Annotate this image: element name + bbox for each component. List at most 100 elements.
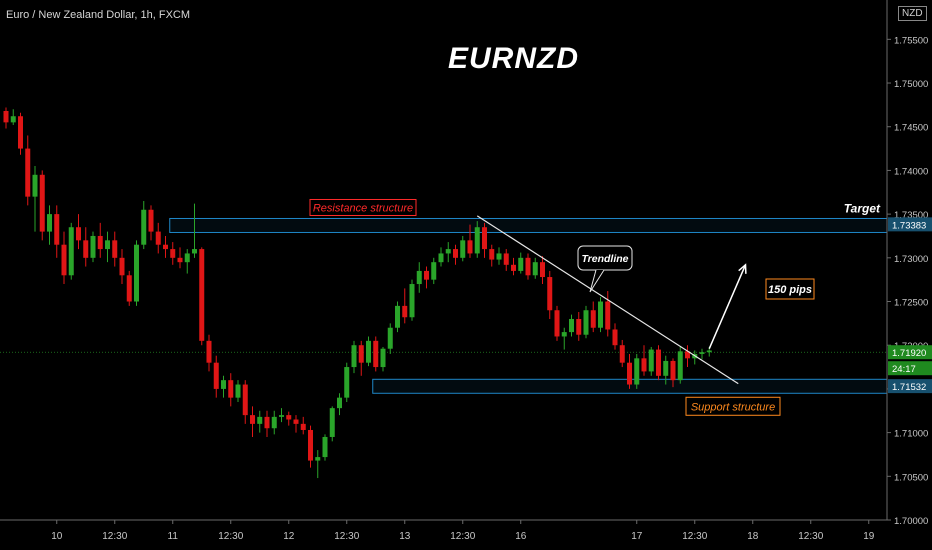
support-label: Support structure xyxy=(691,401,775,413)
candle-body xyxy=(76,227,81,241)
candle-body xyxy=(141,209,147,245)
candle-body xyxy=(605,301,611,330)
candle-body xyxy=(264,416,270,429)
labels-layer: 1.73383 1.71920 24:17 1.71532 Resistance str… xyxy=(309,198,932,416)
current-price-tag: 1.71920 xyxy=(892,348,926,359)
chart-title: EURNZD xyxy=(448,42,579,75)
candle-body xyxy=(199,249,205,341)
candle-body xyxy=(177,257,183,263)
time-tick-label: 12:30 xyxy=(450,531,475,542)
candle-body xyxy=(619,345,625,363)
time-tick-label: 17 xyxy=(631,531,643,542)
trendline xyxy=(476,215,739,385)
countdown-tag: 24:17 xyxy=(892,364,916,375)
candle-body xyxy=(300,423,306,430)
symbol-info: Euro / New Zealand Dollar, 1h, FXCM xyxy=(6,9,191,21)
candle-body xyxy=(286,415,292,420)
candle-body xyxy=(445,249,451,254)
candle-body xyxy=(467,240,473,254)
candle-body xyxy=(474,227,480,254)
candle-body xyxy=(670,360,676,381)
candle-body xyxy=(293,419,299,424)
pips-label: 150 pips xyxy=(768,284,812,296)
candle-body xyxy=(18,116,23,149)
candle-body xyxy=(634,358,640,385)
current-price-tag-bg xyxy=(888,345,932,360)
candle-body xyxy=(677,351,683,381)
candle-body xyxy=(438,253,444,263)
candle-body xyxy=(641,358,647,372)
candle-body xyxy=(242,384,248,416)
candle-body xyxy=(213,362,219,389)
candle-body xyxy=(387,327,393,349)
time-tick-label: 12:30 xyxy=(682,531,707,542)
candle-body xyxy=(612,329,618,346)
candle-body xyxy=(148,209,154,232)
candle-body xyxy=(416,270,422,285)
candle-body xyxy=(308,429,313,461)
currency-badge[interactable]: NZD xyxy=(898,6,927,21)
candle-body xyxy=(184,253,190,263)
countdown-tag-bg xyxy=(888,361,932,376)
candle-body xyxy=(402,305,408,318)
candle-body xyxy=(532,262,538,276)
candle-body xyxy=(576,318,582,335)
candle-body xyxy=(358,345,364,363)
candle-body xyxy=(663,360,669,376)
candle-body xyxy=(192,249,197,254)
candle-body xyxy=(569,318,574,333)
time-tick-label: 18 xyxy=(747,531,759,542)
candle-body xyxy=(10,116,16,123)
candle-body xyxy=(3,110,9,123)
time-tick-label: 16 xyxy=(515,531,527,542)
candle-body xyxy=(590,310,596,328)
resistance-label-box xyxy=(309,198,417,216)
candle-body xyxy=(32,174,38,197)
candle-body xyxy=(221,380,226,389)
time-tick-label: 19 xyxy=(863,531,875,542)
price-tick-label: 1.70000 xyxy=(894,516,928,527)
candle-body xyxy=(39,174,45,232)
candle-body xyxy=(271,416,277,429)
candle-body xyxy=(126,275,132,302)
candle-body xyxy=(685,351,690,359)
candle-body xyxy=(119,257,125,276)
candle-body xyxy=(170,249,176,258)
price-tick-label: 1.74500 xyxy=(894,123,928,134)
resistance-zone xyxy=(169,217,888,233)
price-tick-label: 1.71000 xyxy=(894,429,928,440)
candle-body xyxy=(68,227,74,276)
candle-body xyxy=(344,367,350,398)
support-price-tag-bg xyxy=(888,379,932,394)
time-tick-label: 12 xyxy=(283,531,295,542)
target-label: Target xyxy=(844,201,881,215)
candle-body xyxy=(112,240,118,258)
price-tick-label: 1.75500 xyxy=(894,35,928,46)
price-tick-label: 1.75000 xyxy=(894,79,928,90)
candle-body xyxy=(482,227,487,250)
candle-body xyxy=(155,231,161,245)
candle-body xyxy=(163,244,168,250)
lines-layer xyxy=(476,215,747,385)
time-tick-label: 12:30 xyxy=(218,531,243,542)
candle-body xyxy=(257,416,263,424)
candle-body xyxy=(134,244,139,302)
candle-body xyxy=(424,270,429,280)
time-tick-label: 10 xyxy=(51,531,63,542)
trendline-label: Trendline xyxy=(581,253,628,265)
candle-body xyxy=(540,262,545,278)
price-tick-label: 1.70500 xyxy=(894,472,928,483)
candle-body xyxy=(322,436,328,458)
candle-body xyxy=(61,244,67,276)
price-tick-label: 1.73500 xyxy=(894,210,928,221)
support-price-tag: 1.71532 xyxy=(892,382,926,393)
candle-body xyxy=(366,340,371,363)
candle-body xyxy=(699,352,705,354)
candle-body xyxy=(460,240,466,258)
candle-body xyxy=(656,349,661,376)
support-label-box xyxy=(685,396,781,416)
candle-body xyxy=(554,310,560,337)
candle-body xyxy=(496,253,502,260)
